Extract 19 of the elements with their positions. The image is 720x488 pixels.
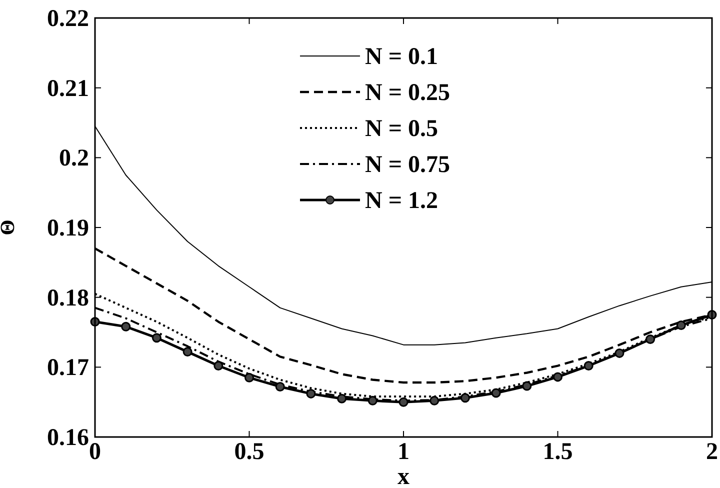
x-tick-label: 2 [706, 439, 718, 465]
x-tick-label: 0.5 [234, 439, 264, 465]
x-tick-label: 0 [89, 439, 101, 465]
y-tick-label: 0.2 [59, 146, 89, 172]
y-axis-title: Θ [0, 220, 19, 236]
y-tick-label: 0.19 [47, 216, 89, 242]
legend-label: N = 0.25 [365, 80, 450, 106]
y-tick-label: 0.21 [47, 76, 89, 102]
y-tick-label: 0.18 [47, 285, 89, 312]
legend-label: N = 0.1 [365, 44, 438, 70]
legend-label: N = 1.2 [365, 188, 438, 214]
y-tick-label: 0.16 [47, 425, 89, 451]
x-tick-label: 1.5 [542, 439, 573, 465]
legend-label: N = 0.75 [365, 152, 450, 178]
y-tick-label: 0.17 [47, 355, 89, 382]
legend-label: N = 0.5 [365, 116, 438, 142]
x-axis-title: x [398, 464, 410, 488]
y-tick-label: 0.22 [47, 6, 89, 32]
x-tick-label: 1 [398, 439, 410, 465]
